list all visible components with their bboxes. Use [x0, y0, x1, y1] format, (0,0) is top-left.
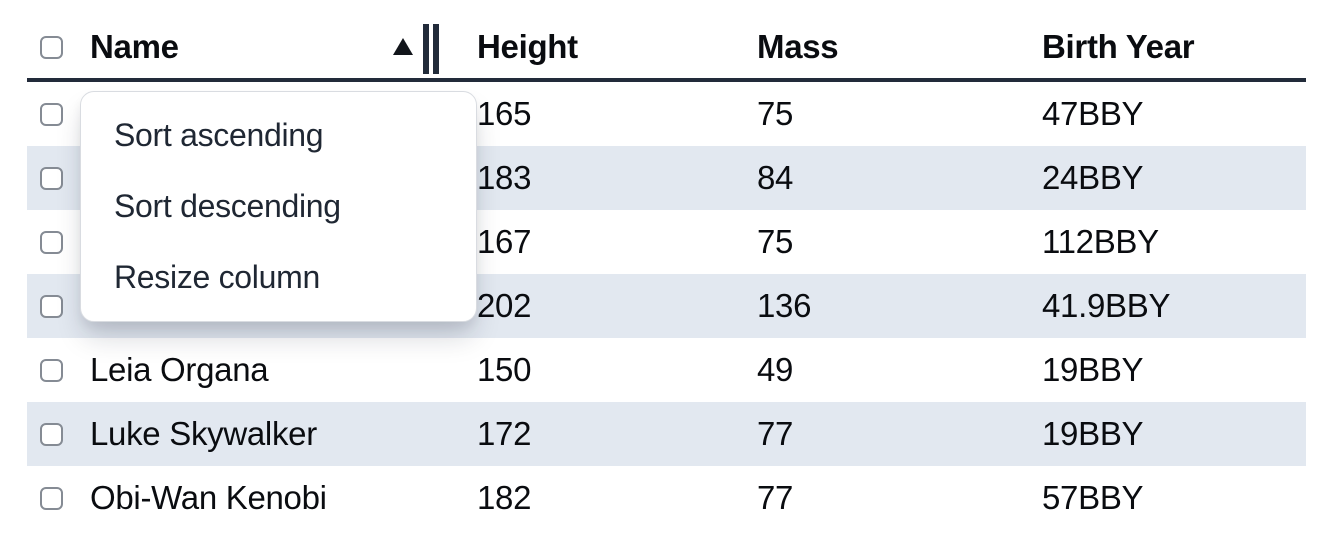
cell-mass: 49 — [757, 351, 794, 388]
cell-birth-year: 41.9BBY — [1042, 287, 1171, 324]
menu-item-sort-descending[interactable]: Sort descending — [114, 188, 341, 224]
cell-height: 165 — [477, 95, 532, 132]
table-row[interactable]: Leia Organa 150 49 19BBY — [27, 338, 1306, 402]
cell-mass: 136 — [757, 287, 812, 324]
sort-ascending-icon[interactable] — [393, 38, 413, 55]
cell-birth-year: 19BBY — [1042, 415, 1144, 452]
cell-height: 202 — [477, 287, 532, 324]
table-row[interactable]: Obi-Wan Kenobi 182 77 57BBY — [27, 466, 1306, 510]
header-select-cell — [27, 35, 90, 59]
cell-height: 167 — [477, 223, 532, 260]
cell-height: 183 — [477, 159, 532, 196]
cell-mass: 84 — [757, 159, 794, 196]
column-header-name-label: Name — [90, 28, 179, 65]
cell-mass: 75 — [757, 95, 794, 132]
row-checkbox[interactable] — [40, 422, 63, 446]
menu-item-resize-column[interactable]: Resize column — [114, 259, 320, 295]
column-header-mass[interactable]: Mass — [757, 28, 839, 65]
cell-height: 182 — [477, 479, 532, 510]
row-checkbox[interactable] — [40, 486, 63, 510]
row-checkbox[interactable] — [40, 166, 63, 190]
cell-name: Luke Skywalker — [90, 415, 317, 452]
column-context-menu: Sort ascending Sort descending Resize co… — [80, 91, 477, 322]
cell-mass: 75 — [757, 223, 794, 260]
cell-birth-year: 24BBY — [1042, 159, 1144, 196]
cell-birth-year: 57BBY — [1042, 479, 1144, 510]
column-header-height[interactable]: Height — [477, 28, 578, 65]
menu-item-sort-ascending[interactable]: Sort ascending — [114, 117, 324, 153]
cell-birth-year: 112BBY — [1042, 223, 1159, 260]
cell-name: Leia Organa — [90, 351, 269, 388]
table-header-row: Name Height Mass Birth Year — [27, 0, 1306, 82]
cell-birth-year: 19BBY — [1042, 351, 1144, 388]
row-checkbox[interactable] — [40, 102, 63, 126]
table-row[interactable]: Luke Skywalker 172 77 19BBY — [27, 402, 1306, 466]
cell-name: Obi-Wan Kenobi — [90, 479, 327, 510]
cell-birth-year: 47BBY — [1042, 95, 1144, 132]
cell-height: 150 — [477, 351, 532, 388]
column-header-name[interactable]: Name — [90, 16, 477, 78]
row-checkbox[interactable] — [40, 230, 63, 254]
row-checkbox[interactable] — [40, 358, 63, 382]
select-all-checkbox[interactable] — [40, 35, 63, 59]
column-header-birth-year[interactable]: Birth Year — [1042, 28, 1195, 65]
cell-mass: 77 — [757, 479, 794, 510]
row-checkbox[interactable] — [40, 294, 63, 318]
cell-height: 172 — [477, 415, 532, 452]
cell-mass: 77 — [757, 415, 794, 452]
table-viewport: Name Height Mass Birth Year 165 75 47BBY… — [27, 0, 1306, 510]
column-resize-handle-icon[interactable] — [423, 24, 439, 74]
